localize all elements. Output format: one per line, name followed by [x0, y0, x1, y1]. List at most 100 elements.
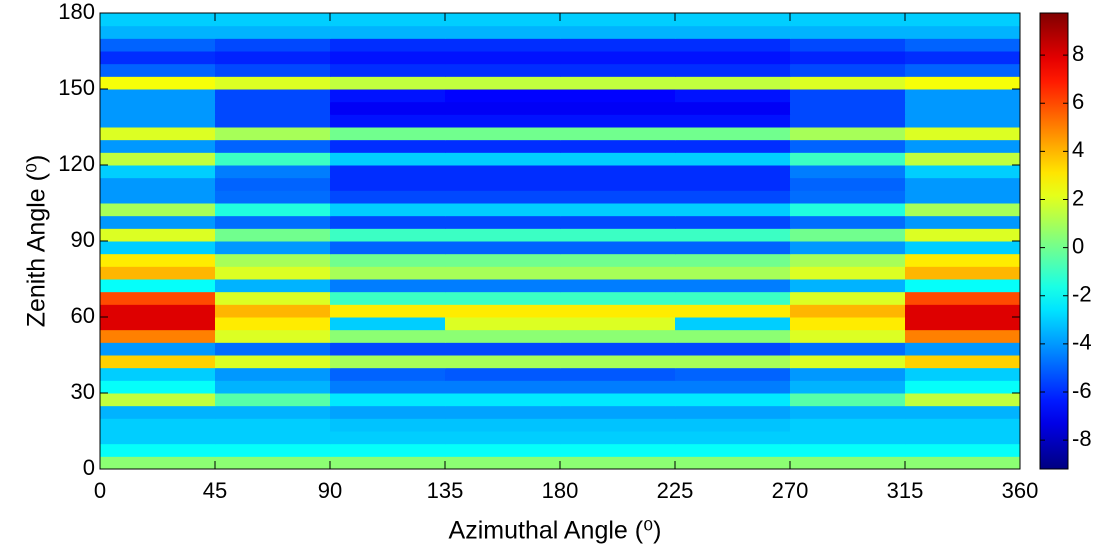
- heatmap-cell: [905, 443, 1021, 457]
- heatmap-cell: [905, 89, 1021, 103]
- heatmap-cell: [445, 38, 561, 52]
- x-tick-label: 225: [657, 478, 694, 503]
- x-tick-label: 315: [887, 478, 924, 503]
- heatmap-cell: [215, 418, 331, 432]
- heatmap-cell: [675, 190, 791, 204]
- heatmap-cell: [215, 190, 331, 204]
- heatmap-cell: [675, 317, 791, 331]
- heatmap-cell: [905, 253, 1021, 267]
- heatmap-cell: [215, 291, 331, 305]
- heatmap-cell: [445, 456, 561, 470]
- y-tick-label: 30: [71, 379, 95, 404]
- heatmap-cell: [330, 114, 446, 128]
- heatmap-cell: [215, 393, 331, 407]
- x-tick-label: 360: [1002, 478, 1039, 503]
- heatmap-cell: [100, 431, 216, 445]
- heatmap-cell: [675, 304, 791, 318]
- heatmap-cell: [215, 139, 331, 153]
- heatmap-cell: [100, 304, 216, 318]
- heatmap-cell: [100, 355, 216, 369]
- heatmap-cell: [215, 152, 331, 166]
- heatmap-cell: [100, 317, 216, 331]
- heatmap-cell: [905, 203, 1021, 217]
- heatmap-cell: [215, 38, 331, 52]
- heatmap-cell: [560, 367, 676, 381]
- heatmap-cell: [675, 253, 791, 267]
- heatmap-cell: [560, 63, 676, 77]
- heatmap-cell: [905, 355, 1021, 369]
- heatmap-cell: [560, 317, 676, 331]
- heatmap-cell: [790, 456, 906, 470]
- heatmap-cell: [675, 431, 791, 445]
- heatmap-cell: [560, 405, 676, 419]
- heatmap-cell: [675, 405, 791, 419]
- heatmap-cell: [445, 279, 561, 293]
- heatmap-cell: [445, 329, 561, 343]
- heatmap-cell: [905, 241, 1021, 255]
- heatmap-cell: [215, 266, 331, 280]
- heatmap-cell: [445, 203, 561, 217]
- heatmap-cell: [675, 101, 791, 115]
- heatmap-cell: [790, 405, 906, 419]
- heatmap-cell: [790, 89, 906, 103]
- heatmap-cell: [790, 76, 906, 90]
- heatmap-cell: [330, 380, 446, 394]
- heatmap-cell: [905, 63, 1021, 77]
- y-axis-label: Zenith Angle (⁰): [23, 155, 51, 328]
- heatmap-cell: [215, 165, 331, 179]
- heatmap-cell: [905, 367, 1021, 381]
- heatmap-cell: [790, 139, 906, 153]
- heatmap-cell: [445, 317, 561, 331]
- heatmap-cell: [330, 291, 446, 305]
- heatmap-cell: [560, 266, 676, 280]
- heatmap-cell: [330, 89, 446, 103]
- heatmap-cell: [675, 228, 791, 242]
- heatmap-cell: [675, 342, 791, 356]
- heatmap-cell: [445, 177, 561, 191]
- heatmap-cell: [560, 215, 676, 229]
- heatmap-cell: [215, 355, 331, 369]
- heatmap-cell: [790, 13, 906, 27]
- heatmap-cell: [905, 291, 1021, 305]
- heatmap-cell: [215, 63, 331, 77]
- heatmap-cell: [790, 304, 906, 318]
- heatmap-cell: [100, 76, 216, 90]
- heatmap-cell: [560, 431, 676, 445]
- heatmap-cell: [215, 89, 331, 103]
- heatmap-cell: [790, 367, 906, 381]
- heatmap-cell: [905, 456, 1021, 470]
- heatmap-cell: [560, 190, 676, 204]
- y-tick-label: 180: [58, 0, 95, 24]
- heatmap-cell: [560, 418, 676, 432]
- heatmap-cell: [445, 228, 561, 242]
- heatmap-cell: [790, 443, 906, 457]
- heatmap-cell: [560, 380, 676, 394]
- heatmap-cell: [330, 127, 446, 141]
- heatmap-cell: [215, 253, 331, 267]
- heatmap-cell: [675, 203, 791, 217]
- heatmap-cell: [905, 177, 1021, 191]
- heatmap-cell: [100, 25, 216, 39]
- heatmap-cell: [445, 139, 561, 153]
- colorbar-tick-label: -2: [1072, 282, 1092, 307]
- heatmap-cell: [445, 13, 561, 27]
- heatmap-cell: [675, 38, 791, 52]
- heatmap-cell: [905, 76, 1021, 90]
- heatmap-cell: [675, 367, 791, 381]
- heatmap-cell: [675, 177, 791, 191]
- heatmap-cell: [905, 266, 1021, 280]
- x-tick-label: 90: [318, 478, 342, 503]
- heatmap-cell: [100, 114, 216, 128]
- heatmap-cell: [330, 393, 446, 407]
- heatmap-cell: [100, 228, 216, 242]
- heatmap-cell: [445, 127, 561, 141]
- heatmap-cell: [100, 329, 216, 343]
- heatmap-cell: [330, 253, 446, 267]
- heatmap-cell: [560, 291, 676, 305]
- heatmap-cell: [790, 279, 906, 293]
- heatmap-cell: [445, 367, 561, 381]
- heatmap-cell: [790, 215, 906, 229]
- heatmap-cell: [675, 291, 791, 305]
- heatmap-cell: [790, 101, 906, 115]
- heatmap-cell: [445, 215, 561, 229]
